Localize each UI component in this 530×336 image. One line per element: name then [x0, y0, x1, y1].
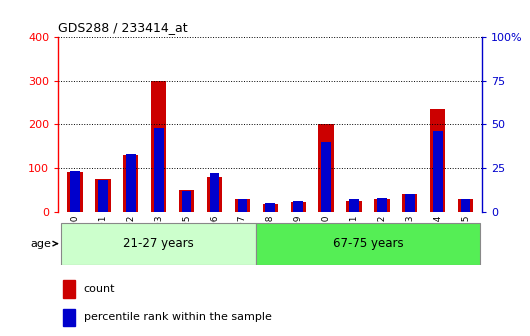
Bar	[67, 172, 83, 212]
Bar	[346, 201, 361, 212]
Bar	[179, 190, 195, 212]
Text: count: count	[84, 284, 115, 294]
Bar	[293, 201, 303, 212]
Bar	[98, 180, 108, 212]
Bar	[321, 142, 331, 212]
Text: age: age	[30, 239, 57, 249]
Text: percentile rank within the sample: percentile rank within the sample	[84, 312, 271, 323]
Bar	[349, 200, 359, 212]
Bar	[433, 131, 443, 212]
Bar	[63, 280, 75, 298]
Text: GDS288 / 233414_at: GDS288 / 233414_at	[58, 22, 188, 34]
Text: 21-27 years: 21-27 years	[123, 237, 194, 250]
Bar	[70, 171, 80, 212]
Bar	[210, 173, 219, 212]
Bar	[290, 202, 306, 212]
Bar	[63, 308, 75, 327]
Bar	[126, 154, 136, 212]
Text: 67-75 years: 67-75 years	[333, 237, 403, 250]
Bar	[405, 194, 414, 212]
Bar	[154, 128, 164, 212]
Bar	[461, 200, 471, 212]
Bar	[235, 200, 250, 212]
Bar	[374, 199, 390, 212]
Bar	[458, 200, 473, 212]
Bar	[377, 198, 387, 212]
Bar	[266, 203, 275, 212]
Bar	[182, 191, 191, 212]
Bar	[123, 155, 138, 212]
Bar	[430, 109, 445, 212]
Bar	[263, 204, 278, 212]
Bar	[95, 179, 111, 212]
Bar	[237, 200, 248, 212]
FancyBboxPatch shape	[257, 223, 480, 264]
Bar	[319, 124, 334, 212]
Bar	[402, 194, 418, 212]
Bar	[207, 177, 222, 212]
Bar	[151, 81, 166, 212]
FancyBboxPatch shape	[61, 223, 257, 264]
